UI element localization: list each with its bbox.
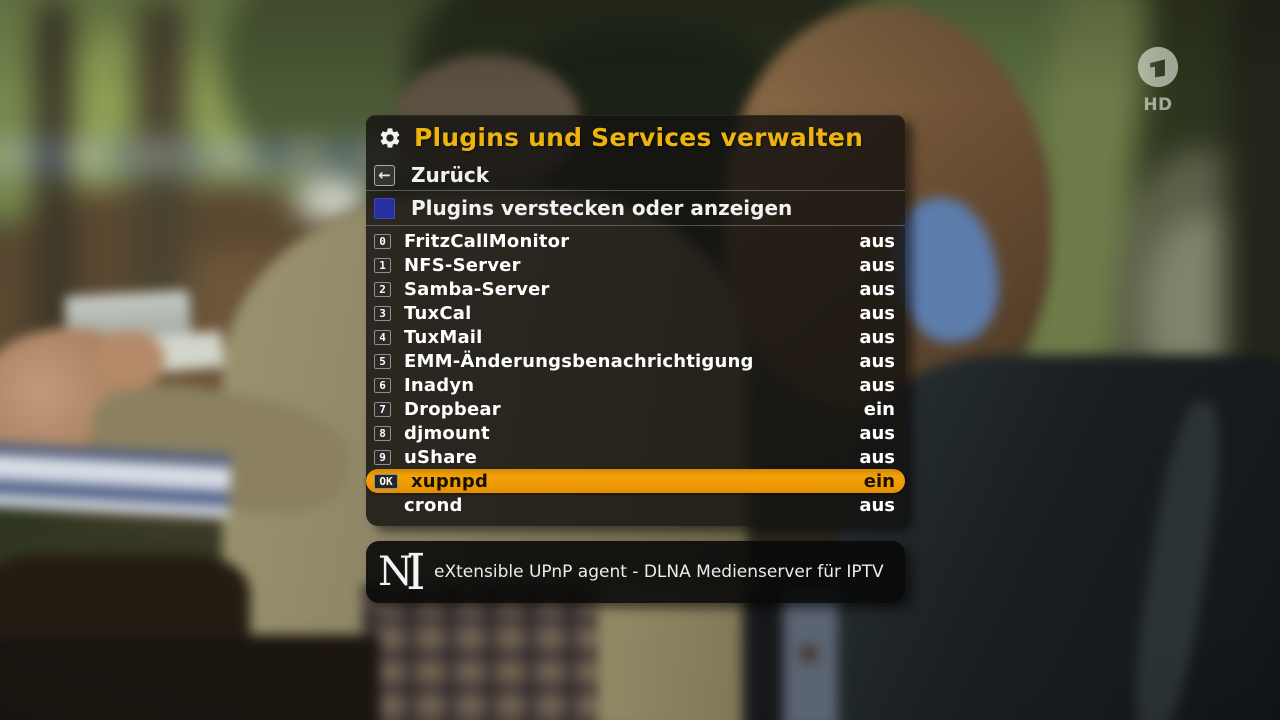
key-badge: 1 [374, 257, 391, 273]
plugin-state: aus [859, 422, 895, 444]
key-badge: 0 [374, 233, 391, 249]
plugin-label: Inadyn [404, 374, 475, 396]
gear-icon [380, 127, 400, 148]
plugin-state: aus [859, 278, 895, 300]
plugin-label: Samba-Server [404, 278, 550, 300]
plugin-row-tuxcal[interactable]: 3 TuxCal aus [366, 301, 905, 325]
back-label: Zurück [411, 163, 489, 187]
plugin-state: aus [859, 350, 895, 372]
plugin-row-dropbear[interactable]: 7 Dropbear ein [366, 397, 905, 421]
hd-badge: HD [1143, 95, 1173, 115]
blue-square-icon [374, 197, 395, 219]
plugin-row-djmount[interactable]: 8 djmount aus [366, 421, 905, 445]
plugin-row-xupnpd-selected[interactable]: OK xupnpd ein [366, 469, 905, 493]
key-badge: 9 [374, 449, 391, 465]
back-arrow-icon: ← [374, 164, 395, 186]
plugin-state: aus [859, 374, 895, 396]
key-badge: 6 [374, 377, 391, 393]
plugin-state: aus [859, 302, 895, 324]
hide-show-label: Plugins verstecken oder anzeigen [411, 196, 793, 220]
plugin-label: crond [404, 494, 463, 516]
plugin-state: aus [859, 326, 895, 348]
menu-item-back[interactable]: ← Zurück [366, 160, 905, 190]
plugin-row-samba-server[interactable]: 2 Samba-Server aus [366, 277, 905, 301]
plugins-menu-panel: Plugins und Services verwalten ← Zurück … [366, 115, 905, 526]
plugin-label: djmount [404, 422, 490, 444]
plugin-label: Dropbear [404, 398, 501, 420]
key-badge: 2 [374, 281, 391, 297]
plugin-list: 0 FritzCallMonitor aus 1 NFS-Server aus … [366, 226, 905, 517]
plugin-state: aus [859, 494, 895, 516]
key-badge: 7 [374, 401, 391, 417]
plugin-state: aus [859, 446, 895, 468]
key-badge: 4 [374, 329, 391, 345]
plugin-state: ein [863, 470, 895, 492]
neutrino-logo-n: N [378, 549, 413, 595]
ok-key-badge: OK [374, 473, 398, 489]
plugin-label: xupnpd [411, 470, 489, 492]
das-erste-one-icon [1137, 46, 1179, 88]
plugin-label: FritzCallMonitor [404, 230, 570, 252]
menu-header: Plugins und Services verwalten [366, 115, 905, 160]
plugin-row-nfs-server[interactable]: 1 NFS-Server aus [366, 253, 905, 277]
key-badge: 3 [374, 305, 391, 321]
plugin-label: NFS-Server [404, 254, 521, 276]
plugin-row-crond[interactable]: crond aus [366, 493, 905, 517]
divider [366, 225, 905, 226]
page-title: Plugins und Services verwalten [414, 123, 864, 152]
neutrino-logo-i: I [406, 543, 426, 601]
plugin-row-emm[interactable]: 5 EMM-Änderungsbenachrichtigung aus [366, 349, 905, 373]
back-arrow-glyph: ← [378, 165, 391, 184]
key-badge: 8 [374, 425, 391, 441]
neutrino-logo: N I [378, 547, 426, 597]
plugin-row-fritzcallmonitor[interactable]: 0 FritzCallMonitor aus [366, 229, 905, 253]
plugin-state: ein [863, 398, 895, 420]
plugin-label: TuxCal [404, 302, 472, 324]
divider [366, 190, 905, 191]
plugin-row-ushare[interactable]: 9 uShare aus [366, 445, 905, 469]
key-badge: 5 [374, 353, 391, 369]
plugin-row-inadyn[interactable]: 6 Inadyn aus [366, 373, 905, 397]
channel-logo: HD [1133, 45, 1183, 115]
menu-item-hide-show-plugins[interactable]: Plugins verstecken oder anzeigen [366, 191, 905, 225]
plugin-state: aus [859, 254, 895, 276]
plugin-row-tuxmail[interactable]: 4 TuxMail aus [366, 325, 905, 349]
plugin-label: EMM-Änderungsbenachrichtigung [404, 350, 754, 372]
plugin-label: TuxMail [404, 326, 483, 348]
plugin-info-bar: N I eXtensible UPnP agent - DLNA Mediens… [366, 541, 905, 603]
plugin-label: uShare [404, 446, 478, 468]
plugin-state: aus [859, 230, 895, 252]
plugin-description: eXtensible UPnP agent - DLNA Medienserve… [434, 562, 884, 582]
